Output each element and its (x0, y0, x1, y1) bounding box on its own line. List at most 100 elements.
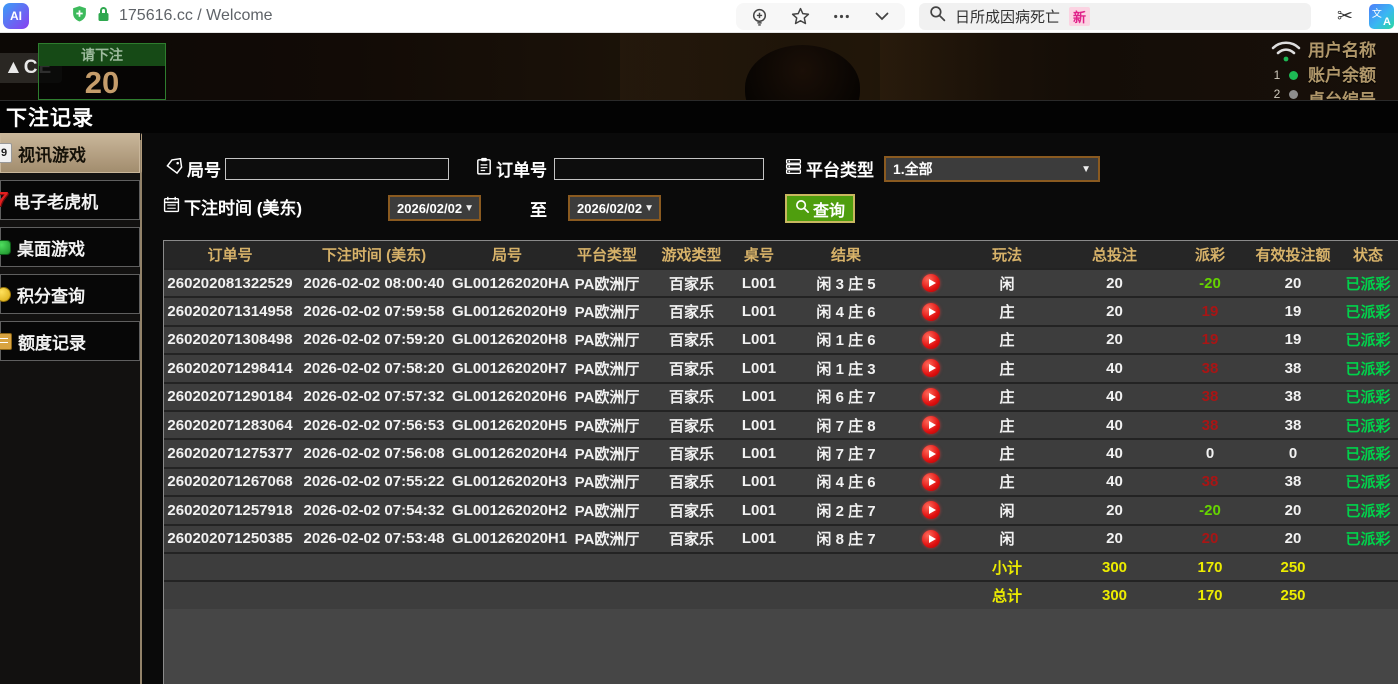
bet-records-table: 订单号 下注时间 (美东) 局号 平台类型 游戏类型 桌号 结果 玩法 总投注 … (163, 240, 1398, 684)
line-2[interactable]: 2 (1263, 87, 1309, 100)
grand-total-row: 总计 300 170 250 (164, 580, 1398, 609)
cell-status: 已派彩 (1345, 275, 1391, 293)
cell-table-no: L001 (741, 303, 777, 321)
date-to-select[interactable]: 2026/02/02 ▼ (568, 195, 661, 221)
table-row: 260202071250385 2026-02-02 07:53:48 GL00… (164, 523, 1398, 552)
cell-game-type: 百家乐 (668, 417, 714, 435)
cell-platform: PA欧洲厅 (574, 502, 640, 520)
table-id-label: 桌台编号 (1308, 88, 1398, 100)
translate-icon[interactable]: 文 A (1368, 3, 1394, 29)
sidebar-item-points-inquiry[interactable]: 积分查询 (0, 274, 140, 314)
cell-payout: 19 (1201, 331, 1219, 349)
cell-game-type: 百家乐 (668, 474, 714, 492)
cell-order-id: 260202071257918 (167, 501, 293, 519)
grand-total-valid-bet: 250 (1280, 586, 1306, 604)
col-header-round-id: 局号 (491, 247, 522, 264)
subtotal-label: 小计 (991, 559, 1022, 577)
play-video-button[interactable] (922, 501, 940, 520)
cell-play-method: 庄 (999, 417, 1015, 435)
subtotal-row: 小计 300 170 250 (164, 551, 1398, 581)
sidebar-item-live-games[interactable]: 9 视讯游戏 (0, 133, 154, 173)
shield-plus-icon (71, 5, 88, 27)
cell-round-id: GL001262020H3 (452, 473, 568, 491)
search-icon (929, 5, 946, 27)
col-header-table-no: 桌号 (743, 247, 774, 264)
table-header-row: 订单号 下注时间 (美东) 局号 平台类型 游戏类型 桌号 结果 玩法 总投注 … (164, 241, 1398, 268)
bet-countdown-panel: 请下注 20 (38, 43, 166, 100)
cell-bet-time: 2026-02-02 07:58:20 (303, 359, 445, 377)
play-video-button[interactable] (922, 387, 940, 406)
cell-bet-time: 2026-02-02 07:56:53 (303, 416, 445, 434)
cell-game-type: 百家乐 (668, 389, 714, 407)
play-video-button[interactable] (922, 416, 940, 435)
query-button[interactable]: 查询 (785, 194, 855, 223)
sidebar-item-quota-record[interactable]: 额度记录 (0, 321, 140, 361)
table-row: 260202071283064 2026-02-02 07:56:53 GL00… (164, 409, 1398, 439)
cell-payout: 38 (1201, 359, 1219, 377)
cell-round-id: GL001262020H7 (452, 359, 568, 377)
play-video-button[interactable] (922, 274, 940, 293)
cell-result: 闲 4 庄 6 (816, 304, 876, 322)
cell-round-id: GL001262020H5 (452, 416, 568, 434)
connection-panel: 1 2 (1263, 39, 1309, 100)
browser-toolbar: AI 175616.cc / Welcome (0, 0, 1398, 33)
cell-valid-bet: 38 (1284, 473, 1302, 491)
play-video-button[interactable] (922, 444, 940, 463)
cell-bet-time: 2026-02-02 07:59:58 (303, 303, 445, 321)
cell-play-method: 庄 (999, 332, 1015, 350)
playing-card-icon: 9 (0, 143, 12, 163)
browser-app-icon[interactable]: AI (3, 3, 29, 29)
platform-type-select[interactable]: 1.全部 ▼ (884, 156, 1100, 182)
play-video-button[interactable] (922, 472, 940, 491)
cell-total-bet: 40 (1106, 416, 1123, 434)
cell-status: 已派彩 (1345, 446, 1391, 464)
main-content: 局号 订单号 平台类型 1.全部 ▼ 下注时间 (美东) 2026/ (142, 133, 1398, 684)
cell-payout: -20 (1199, 274, 1221, 292)
sidebar-item-slots[interactable]: 7 电子老虎机 (0, 180, 140, 220)
cell-total-bet: 40 (1106, 445, 1123, 463)
cell-order-id: 260202071250385 (167, 530, 293, 548)
round-number-input[interactable] (225, 158, 449, 180)
cell-result: 闲 1 庄 6 (816, 332, 876, 350)
star-icon[interactable] (791, 7, 810, 26)
bet-time-label: 下注时间 (美东) (163, 194, 302, 219)
play-video-button[interactable] (922, 330, 940, 349)
cell-game-type: 百家乐 (668, 332, 714, 350)
order-number-input[interactable] (554, 158, 764, 180)
cell-table-no: L001 (741, 473, 777, 491)
cell-table-no: L001 (741, 359, 777, 377)
cell-valid-bet: 38 (1284, 416, 1302, 434)
order-number-label: 订单号 (476, 156, 547, 181)
cell-bet-time: 2026-02-02 07:59:20 (303, 331, 445, 349)
table-row: 260202071314958 2026-02-02 07:59:58 GL00… (164, 296, 1398, 325)
cell-play-method: 闲 (999, 275, 1015, 293)
play-video-button[interactable] (922, 359, 940, 378)
play-video-button[interactable] (922, 529, 940, 548)
sidebar: 9 视讯游戏 7 电子老虎机 桌面游戏 积分查询 额度记录 (0, 133, 154, 684)
cell-platform: PA欧洲厅 (574, 275, 640, 293)
line-1-status-dot (1289, 70, 1299, 80)
cell-valid-bet: 38 (1284, 388, 1302, 406)
cell-order-id: 260202071298414 (167, 359, 293, 377)
cell-payout: -20 (1199, 501, 1221, 519)
browser-search-box[interactable]: 日所成因病死亡 新 (919, 2, 1311, 30)
cell-order-id: 260202081322529 (167, 274, 293, 292)
cell-total-bet: 20 (1106, 303, 1123, 321)
tag-icon (166, 157, 183, 180)
chevron-down-icon[interactable] (873, 7, 891, 25)
play-video-button[interactable] (922, 302, 940, 321)
address-bar[interactable]: 175616.cc / Welcome (71, 5, 691, 27)
table-row: 260202081322529 2026-02-02 08:00:40 GL00… (164, 268, 1398, 297)
date-from-select[interactable]: 2026/02/02 ▼ (388, 195, 481, 221)
more-icon[interactable] (832, 7, 851, 26)
cell-result: 闲 7 庄 8 (816, 417, 876, 435)
cell-valid-bet: 19 (1284, 303, 1302, 321)
sidebar-item-table-games[interactable]: 桌面游戏 (0, 227, 140, 267)
cell-result: 闲 4 庄 6 (816, 474, 876, 492)
table-row: 260202071290184 2026-02-02 07:57:32 GL00… (164, 381, 1398, 410)
scissors-icon[interactable]: ✂ (1337, 5, 1353, 27)
table-row: 260202071257918 2026-02-02 07:54:32 GL00… (164, 495, 1398, 524)
send-to-device-icon[interactable] (750, 7, 769, 26)
cell-platform: PA欧洲厅 (574, 389, 640, 407)
line-1[interactable]: 1 (1263, 68, 1309, 82)
